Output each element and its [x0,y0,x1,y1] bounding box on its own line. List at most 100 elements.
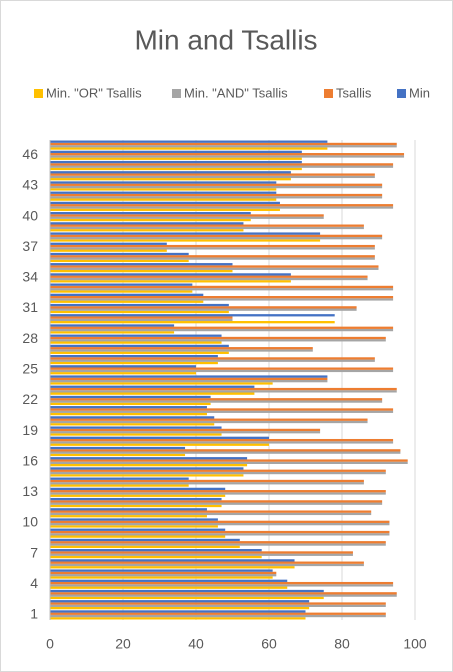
bar [50,280,291,283]
bar [50,410,394,413]
bar [50,594,397,597]
bar [50,586,288,589]
bar [50,400,383,403]
bar [50,600,310,603]
legend-label: Min [409,85,430,100]
y-tick-label: 4 [30,575,38,591]
bar [50,614,386,618]
y-tick-label: 34 [22,269,38,285]
legend-swatch [324,89,333,98]
bar [50,426,222,429]
bar [50,610,306,613]
bar [50,296,394,299]
bar [50,474,244,477]
bar [50,372,196,375]
bar [50,574,277,577]
bar [50,249,167,252]
bar [50,255,375,258]
bar [50,477,189,480]
bar [50,341,222,344]
bar [50,545,240,548]
bar [50,234,383,238]
bar [50,173,375,176]
bar [50,484,189,487]
bar [50,185,383,189]
bar [50,467,244,470]
bar [50,157,302,160]
bar [50,538,240,542]
bar [50,431,321,434]
bar [50,385,255,388]
bar [50,142,397,146]
bar [50,204,394,207]
bar [50,300,204,303]
bar [50,612,386,615]
bar [50,216,324,219]
y-tick-label: 43 [22,177,38,193]
bar [50,451,401,454]
bar [50,336,386,340]
bar [50,206,394,209]
bar [50,504,222,508]
bar [50,283,193,286]
x-tick-label: 20 [115,636,131,652]
y-tick-label: 31 [22,299,38,315]
bar [50,224,364,227]
bar [50,551,353,554]
bar [50,487,226,491]
bar [50,457,248,460]
bar [50,377,328,380]
bar [50,178,291,181]
bar [50,592,397,595]
bar [50,469,386,472]
bar [50,277,368,281]
bar [50,543,386,546]
bar [50,418,368,421]
bar [50,596,324,600]
bar [50,214,324,217]
bar [50,494,226,497]
bar [50,196,383,199]
bar [50,392,255,395]
bar [50,318,233,322]
bar [50,160,302,164]
bar [50,604,386,607]
bar [50,461,408,464]
bar [50,541,386,544]
legend-swatch [34,89,43,98]
bar [50,239,321,242]
bar [50,535,226,538]
bar [50,247,375,250]
legend-swatch [172,89,181,98]
bar [50,525,218,528]
bar [50,201,280,205]
bar [50,288,394,291]
bar [50,390,397,393]
bar [50,165,394,168]
bar [50,290,193,293]
y-tick-label: 37 [22,238,38,254]
bar [50,581,394,585]
y-tick-label: 13 [22,483,38,499]
bar [50,579,288,582]
bar [50,382,273,385]
bar [50,140,328,143]
y-tick-label: 19 [22,422,38,438]
chart-title: Min and Tsallis [134,24,317,55]
x-tick-label: 60 [261,636,277,652]
bar [50,502,383,505]
bar [50,510,372,513]
bar [50,242,167,245]
bar [50,553,353,556]
bar [50,273,291,276]
bar [50,584,394,587]
bar [50,222,244,225]
bar [50,181,277,184]
bar [50,324,175,327]
bar [50,298,394,301]
bar [50,367,394,370]
bar [50,408,394,411]
bar [50,497,222,501]
x-tick-label: 100 [403,636,427,652]
bar [50,453,186,457]
